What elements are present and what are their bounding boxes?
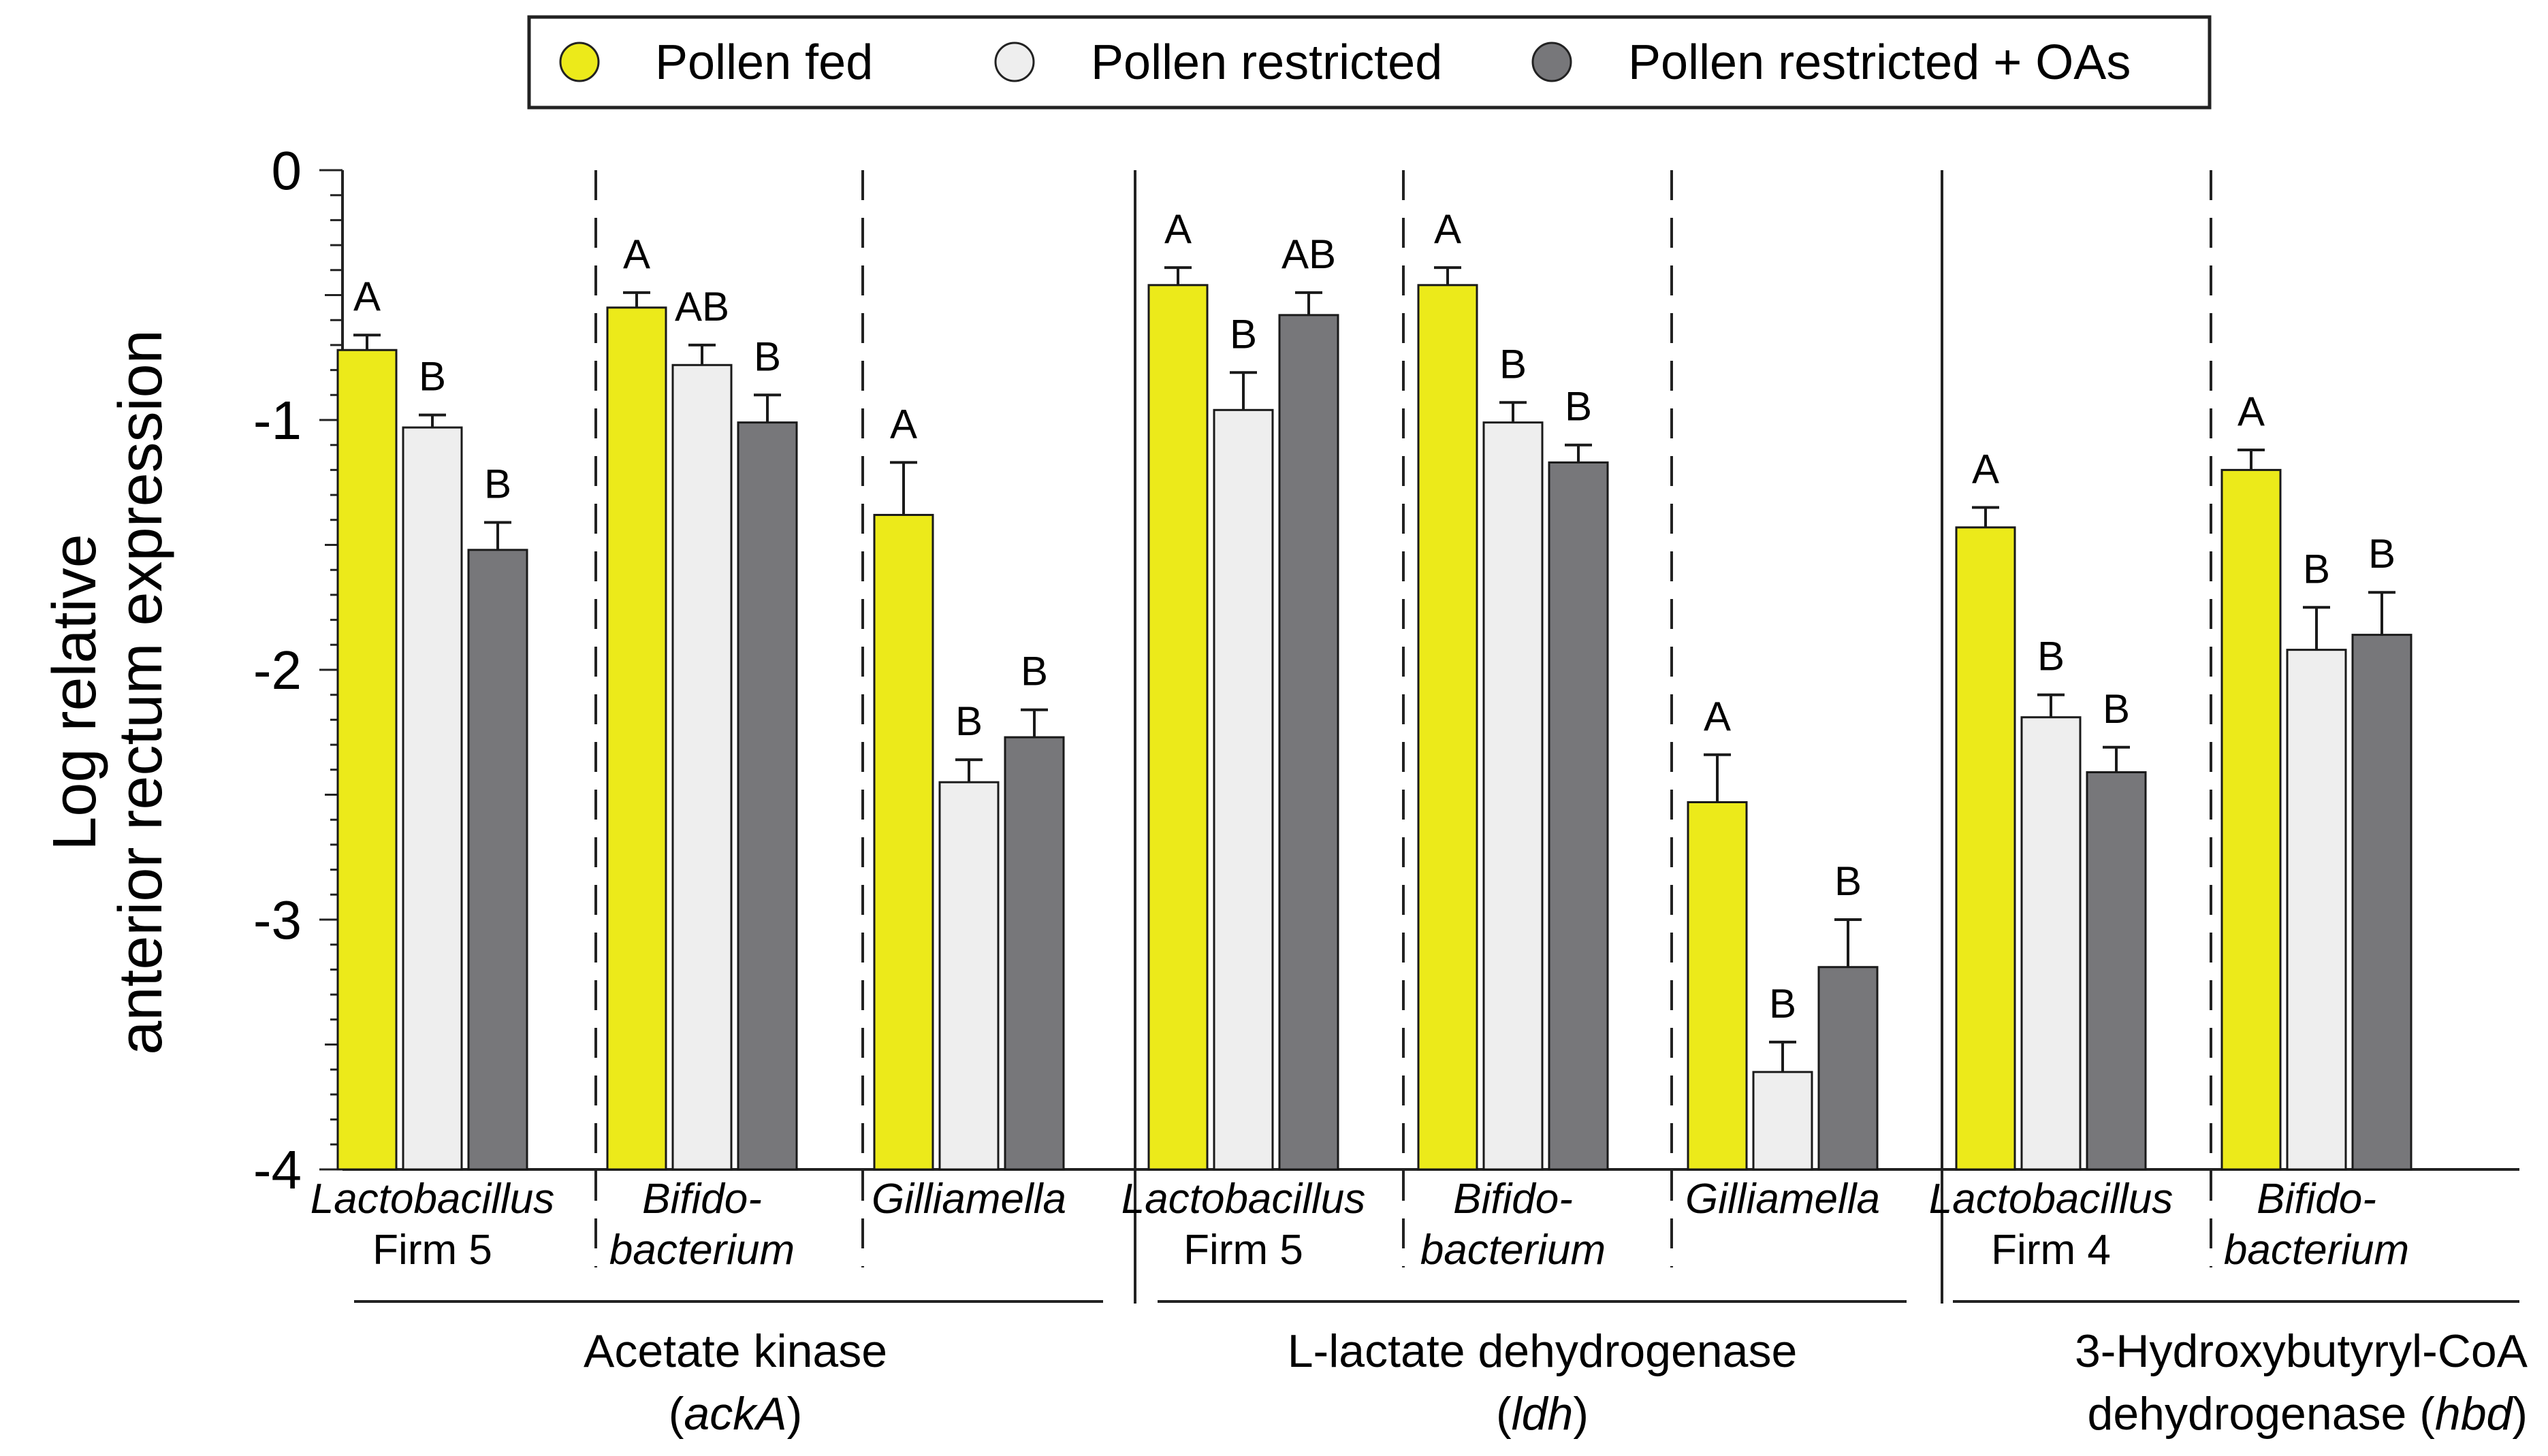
bar-pollen-restricted — [1213, 408, 1274, 1171]
bar-pollen-fed — [606, 306, 667, 1171]
bar-pollen-restricted-oas — [2086, 771, 2147, 1171]
y-tick-label: -3 — [253, 890, 302, 950]
legend-swatch-pollen-restricted — [994, 42, 1035, 82]
y-tick-label: -4 — [253, 1139, 302, 1200]
category-label-line2: Firm 5 — [1183, 1227, 1303, 1274]
bar-pollen-restricted-oas — [2351, 634, 2412, 1171]
category-label-line2: bacterium — [1420, 1227, 1606, 1274]
bar-pollen-fed — [336, 349, 398, 1171]
significance-letter: B — [419, 354, 446, 400]
gene-group-label: Acetate kinase — [584, 1325, 887, 1377]
category-label-line1: Bifido- — [642, 1176, 762, 1223]
bar-pollen-restricted — [402, 426, 463, 1171]
category-label-line1: Gilliamella — [1685, 1176, 1880, 1223]
bar-pollen-restricted-oas — [1004, 736, 1065, 1171]
category-label-line1: Lactobacillus — [310, 1176, 554, 1223]
significance-letter: A — [353, 274, 381, 319]
significance-letter: B — [1834, 858, 1862, 904]
category-label-line2: bacterium — [2224, 1227, 2409, 1274]
category-label-line1: Bifido- — [1453, 1176, 1573, 1223]
significance-letter: A — [2238, 389, 2265, 434]
bar-pollen-fed — [1955, 526, 2016, 1171]
legend: Pollen fed Pollen restricted Pollen rest… — [527, 15, 2212, 110]
category-label-line1: Lactobacillus — [1121, 1176, 1365, 1223]
gene-group-label: 3-Hydroxybutyryl-CoA — [2075, 1325, 2528, 1377]
bar-pollen-restricted — [1482, 421, 1544, 1171]
significance-letter: A — [890, 401, 917, 447]
gene-group-abbr: (ldh) — [1496, 1388, 1589, 1440]
y-axis: 0 -1 -2 -3 -4 — [253, 140, 2519, 1200]
bar-pollen-restricted-oas — [737, 421, 798, 1171]
significance-letter: B — [2368, 531, 2395, 577]
category-label-line2: Firm 4 — [1991, 1227, 2111, 1274]
gene-group-label: L-lactate dehydrogenase — [1288, 1325, 1798, 1377]
legend-item-pollen-restricted-oas: Pollen restricted + OAs — [1531, 35, 2131, 90]
category-label-line1: Lactobacillus — [1929, 1176, 2173, 1223]
bar-pollen-restricted — [2286, 649, 2347, 1171]
bar-pollen-fed — [2220, 468, 2282, 1171]
significance-letter: AB — [1281, 231, 1336, 277]
bar-pollen-restricted-oas — [467, 549, 528, 1171]
bar-pollen-fed — [1147, 284, 1209, 1171]
bar-pollen-restricted-oas — [1278, 314, 1339, 1171]
significance-letter: B — [2037, 634, 2065, 679]
bar-pollen-fed — [1687, 801, 1748, 1171]
significance-letter: A — [1704, 694, 1731, 739]
significance-letter: B — [2303, 546, 2330, 592]
significance-letter: B — [955, 698, 983, 744]
significance-letter: B — [1021, 649, 1048, 694]
bar-pollen-restricted — [2020, 716, 2082, 1171]
bar-pollen-restricted — [938, 781, 1000, 1171]
gene-group-labels: Acetate kinase (ackA) L-lactate dehydrogen… — [354, 1300, 2528, 1440]
significance-letter: A — [1434, 206, 1461, 252]
significance-letter: A — [1164, 206, 1192, 252]
legend-label-pollen-restricted-oas: Pollen restricted + OAs — [1628, 35, 2131, 90]
legend-label-pollen-restricted: Pollen restricted — [1091, 35, 1442, 90]
legend-swatch-pollen-restricted-oas — [1531, 42, 1572, 82]
category-label-line2: bacterium — [609, 1227, 795, 1274]
y-axis-title-line1: Log relative — [41, 534, 109, 850]
legend-swatch-pollen-fed — [559, 42, 600, 82]
category-label-line1: Gilliamella — [872, 1176, 1066, 1223]
bar-pollen-restricted-oas — [1548, 461, 1609, 1171]
legend-item-pollen-fed: Pollen fed — [559, 35, 873, 90]
bar-pollen-restricted — [1752, 1071, 1813, 1171]
significance-letter: B — [754, 334, 781, 379]
y-axis-title-line2: anterior rectum expression — [107, 329, 175, 1054]
y-tick-label: -2 — [253, 640, 302, 700]
bar-pollen-restricted — [671, 363, 733, 1171]
gene-group-abbr: dehydrogenase (hbd) — [2088, 1388, 2528, 1440]
significance-letter: B — [1769, 981, 1796, 1026]
significance-letter: AB — [675, 284, 729, 329]
significance-letter: B — [2103, 686, 2130, 732]
gene-group-abbr: (ackA) — [669, 1388, 803, 1440]
category-label-line1: Bifido- — [2257, 1176, 2376, 1223]
category-separators — [594, 170, 2212, 1304]
y-tick-label: 0 — [272, 140, 302, 201]
significance-letter: B — [1230, 311, 1257, 357]
y-tick-label: -1 — [253, 390, 302, 451]
legend-item-pollen-restricted: Pollen restricted — [994, 35, 1442, 90]
significance-letter: A — [623, 231, 650, 277]
significance-letter: B — [484, 461, 511, 506]
category-label-line2: Firm 5 — [372, 1227, 492, 1274]
legend-box — [527, 15, 2212, 110]
significance-letter: A — [1972, 446, 1999, 491]
bar-pollen-fed — [873, 513, 934, 1171]
bar-pollen-restricted-oas — [1817, 966, 1879, 1171]
legend-label-pollen-fed: Pollen fed — [655, 35, 873, 90]
bar-pollen-fed — [1417, 284, 1478, 1171]
significance-letter: B — [1565, 384, 1592, 430]
significance-letter: B — [1499, 341, 1527, 387]
